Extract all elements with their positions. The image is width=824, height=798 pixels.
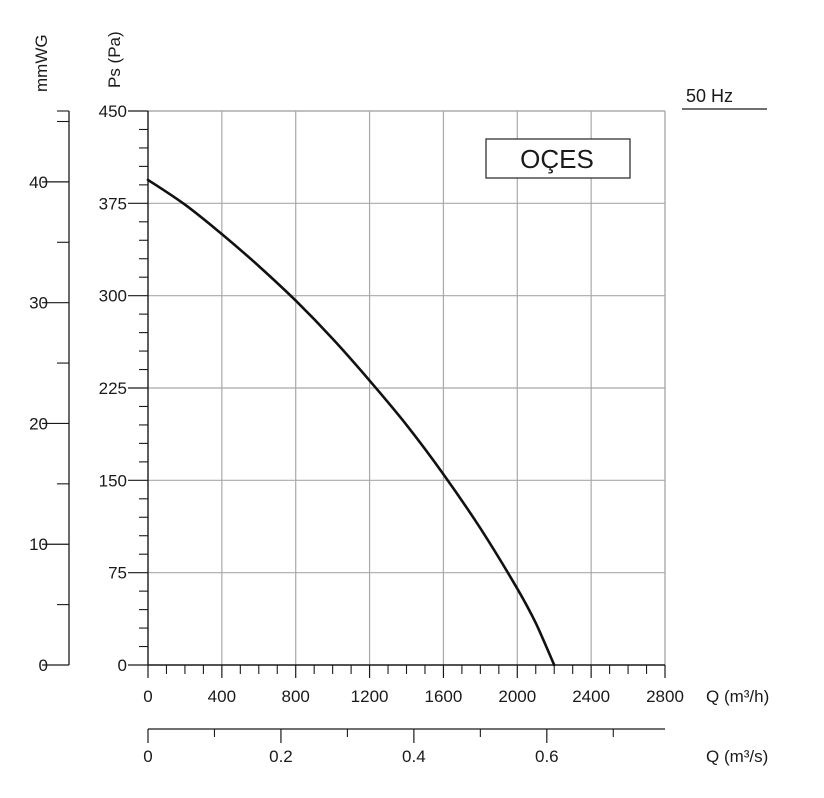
y-tick-label: 0 (118, 656, 127, 675)
x-tick-label: 2400 (572, 687, 610, 706)
series-group (146, 178, 556, 667)
y-tick-label: 450 (99, 102, 127, 121)
x-tick-label-m3s: 0.2 (269, 747, 293, 766)
x-tick-label: 2000 (498, 687, 536, 706)
y-tick-label: 225 (99, 379, 127, 398)
x-tick-label-m3s: 0 (143, 747, 152, 766)
x-tick-label: 2800 (646, 687, 684, 706)
legend-label: OÇES (520, 144, 594, 174)
y-axis-title-mmwg: mmWG (32, 34, 51, 92)
x-axis-title-m3s: Q (m³/s) (706, 747, 768, 766)
frequency-label-text: 50 Hz (686, 86, 733, 106)
y-tick-label-mmwg: 30 (29, 294, 48, 313)
legend-frame (485, 138, 631, 179)
series-line (146, 178, 556, 667)
x-tick-label: 0 (143, 687, 152, 706)
y-tick-label-mmwg: 40 (29, 173, 48, 192)
y-tick-label: 300 (99, 287, 127, 306)
y-tick-label-mmwg: 20 (29, 414, 48, 433)
x-tick-label-m3s: 0.4 (402, 747, 426, 766)
grid (148, 110, 666, 665)
x-tick-label: 800 (282, 687, 310, 706)
x-tick-label-m3s: 0.6 (535, 747, 559, 766)
y-tick-label-mmwg: 0 (39, 656, 48, 675)
x-axis-title-m3h: Q (m³/h) (706, 687, 769, 706)
y-axis-title-pa: Ps (Pa) (105, 31, 124, 88)
y-tick-label: 375 (99, 194, 127, 213)
x-tick-label: 1600 (425, 687, 463, 706)
y-tick-label-mmwg: 10 (29, 535, 48, 554)
y-tick-label: 150 (99, 471, 127, 490)
legend-box: OÇES (485, 138, 631, 179)
x-tick-label: 400 (208, 687, 236, 706)
x-tick-label: 1200 (351, 687, 389, 706)
axes: 0 400 800 1200 1600 2000 2400 28000751502253003… (29, 102, 684, 766)
y-tick-label: 75 (108, 564, 127, 583)
frequency-label: 50 Hz (682, 86, 767, 110)
